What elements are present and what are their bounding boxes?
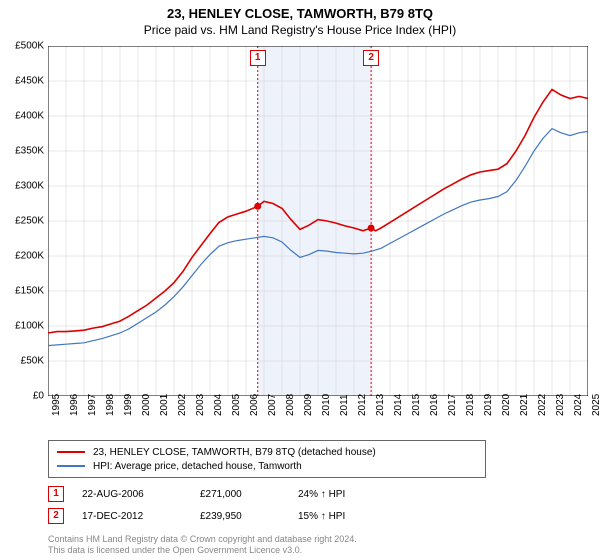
sale-row: 2 17-DEC-2012 £239,950 15% ↑ HPI: [48, 508, 345, 524]
legend-box: 23, HENLEY CLOSE, TAMWORTH, B79 8TQ (det…: [48, 440, 486, 478]
x-tick-label: 2010: [321, 394, 332, 416]
x-tick-label: 1995: [51, 394, 62, 416]
chart-container: 23, HENLEY CLOSE, TAMWORTH, B79 8TQ Pric…: [0, 0, 600, 560]
chart-title-address: 23, HENLEY CLOSE, TAMWORTH, B79 8TQ: [0, 0, 600, 21]
x-tick-label: 2013: [375, 394, 386, 416]
footer-line: Contains HM Land Registry data © Crown c…: [48, 534, 357, 545]
legend-label: HPI: Average price, detached house, Tamw…: [93, 461, 302, 472]
x-tick-label: 2003: [195, 394, 206, 416]
x-tick-label: 2002: [177, 394, 188, 416]
x-tick-label: 2009: [303, 394, 314, 416]
sale-marker-flag-icon: 2: [363, 50, 379, 66]
legend-item: 23, HENLEY CLOSE, TAMWORTH, B79 8TQ (det…: [57, 445, 477, 459]
sale-marker-num-icon: 2: [48, 508, 64, 524]
x-tick-label: 1997: [87, 394, 98, 416]
chart-plot-area: [48, 46, 588, 396]
x-tick-label: 1998: [105, 394, 116, 416]
sale-price: £239,950: [200, 511, 290, 522]
legend-item: HPI: Average price, detached house, Tamw…: [57, 459, 477, 473]
x-tick-label: 2020: [501, 394, 512, 416]
y-tick-label: £450K: [4, 76, 44, 87]
x-tick-label: 2006: [249, 394, 260, 416]
x-tick-label: 2015: [411, 394, 422, 416]
x-tick-label: 2018: [465, 394, 476, 416]
chart-svg: [48, 46, 588, 396]
legend-label: 23, HENLEY CLOSE, TAMWORTH, B79 8TQ (det…: [93, 447, 376, 458]
y-tick-label: £300K: [4, 181, 44, 192]
chart-subtitle: Price paid vs. HM Land Registry's House …: [0, 21, 600, 41]
sale-marker-flag-icon: 1: [250, 50, 266, 66]
x-tick-label: 2019: [483, 394, 494, 416]
x-tick-label: 2016: [429, 394, 440, 416]
x-tick-label: 2007: [267, 394, 278, 416]
sale-delta: 15% ↑ HPI: [298, 511, 345, 522]
x-tick-label: 2024: [573, 394, 584, 416]
x-tick-label: 1996: [69, 394, 80, 416]
sale-date: 17-DEC-2012: [82, 511, 192, 522]
sale-date: 22-AUG-2006: [82, 489, 192, 500]
x-tick-label: 2014: [393, 394, 404, 416]
x-tick-label: 2012: [357, 394, 368, 416]
x-tick-label: 2005: [231, 394, 242, 416]
x-tick-label: 2025: [591, 394, 600, 416]
sale-delta: 24% ↑ HPI: [298, 489, 345, 500]
y-tick-label: £100K: [4, 321, 44, 332]
x-tick-label: 2022: [537, 394, 548, 416]
legend-swatch: [57, 465, 85, 467]
x-tick-label: 2023: [555, 394, 566, 416]
legend-swatch: [57, 451, 85, 453]
sale-marker-num-icon: 1: [48, 486, 64, 502]
x-tick-label: 2021: [519, 394, 530, 416]
sale-row: 1 22-AUG-2006 £271,000 24% ↑ HPI: [48, 486, 345, 502]
x-tick-label: 2004: [213, 394, 224, 416]
x-tick-label: 2008: [285, 394, 296, 416]
x-tick-label: 2000: [141, 394, 152, 416]
y-tick-label: £0: [4, 391, 44, 402]
x-tick-label: 2011: [339, 394, 350, 416]
sale-price: £271,000: [200, 489, 290, 500]
y-tick-label: £400K: [4, 111, 44, 122]
x-tick-label: 2017: [447, 394, 458, 416]
y-tick-label: £150K: [4, 286, 44, 297]
y-tick-label: £350K: [4, 146, 44, 157]
y-tick-label: £200K: [4, 251, 44, 262]
x-tick-label: 2001: [159, 394, 170, 416]
y-tick-label: £250K: [4, 216, 44, 227]
footer-attribution: Contains HM Land Registry data © Crown c…: [48, 534, 357, 556]
y-tick-label: £500K: [4, 41, 44, 52]
y-tick-label: £50K: [4, 356, 44, 367]
footer-line: This data is licensed under the Open Gov…: [48, 545, 357, 556]
x-tick-label: 1999: [123, 394, 134, 416]
